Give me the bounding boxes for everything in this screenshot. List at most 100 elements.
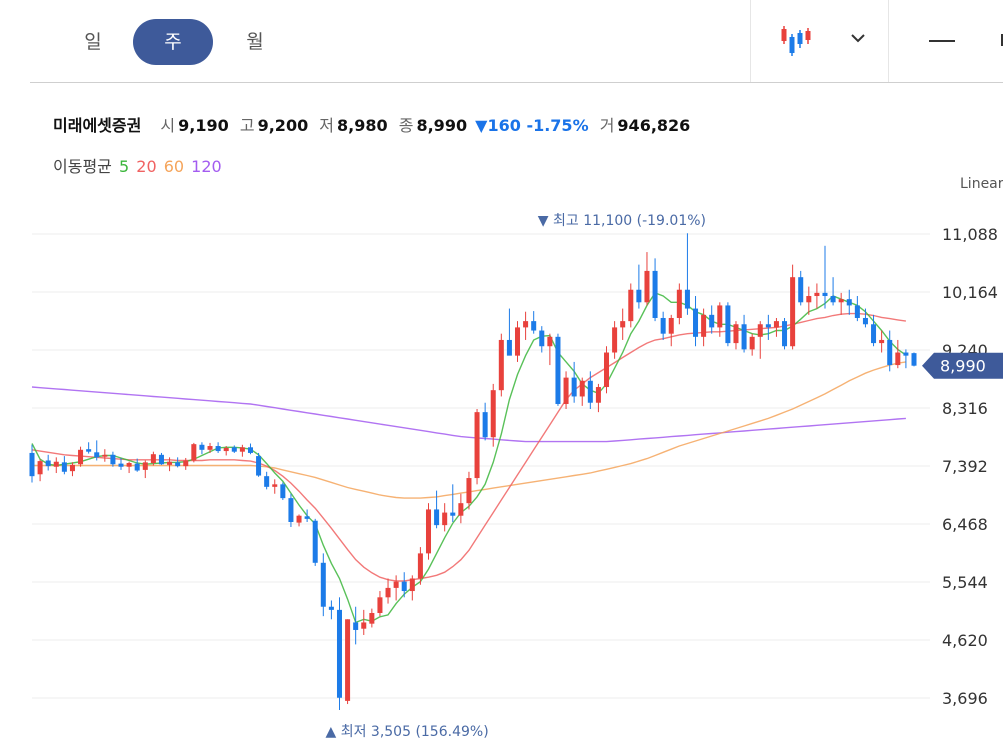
candle-body: [814, 292, 820, 297]
candle-body: [312, 520, 318, 563]
candle-body: [757, 324, 763, 337]
candle-body: [636, 289, 642, 303]
candle-body: [587, 380, 593, 403]
ma-20-line: [31, 312, 907, 582]
ma-5-label[interactable]: 5: [118, 157, 130, 176]
candlestick-icon[interactable]: [780, 24, 820, 58]
open-value: 9,190: [178, 116, 229, 135]
tab-day[interactable]: 일: [84, 31, 102, 53]
tab-month[interactable]: 월: [246, 31, 264, 53]
candle-body: [223, 447, 229, 452]
candle-body: [676, 289, 682, 318]
ma-label: 이동평균: [53, 157, 112, 176]
candle-body: [604, 352, 610, 388]
ma-60-label[interactable]: 60: [163, 157, 185, 176]
candle-body: [733, 324, 739, 344]
candle-body: [668, 317, 674, 334]
scale-mode-label[interactable]: Linear: [960, 176, 1003, 192]
candle-body: [620, 321, 626, 328]
candle-body: [838, 299, 844, 303]
candle-body: [320, 562, 326, 607]
candle-body: [102, 454, 108, 457]
low-value: 8,980: [337, 116, 388, 135]
change-value: ▼160 -1.75%: [475, 116, 589, 135]
candle-body: [256, 456, 262, 476]
open-label: 시: [160, 116, 176, 135]
y-tick-label: 10,164: [942, 283, 998, 302]
candle-body: [336, 609, 342, 698]
low-annotation: ▲ 최저 3,505 (156.49%): [325, 724, 488, 740]
minus-icon[interactable]: [929, 40, 955, 42]
toolbar-divider: [888, 0, 889, 82]
candle-body: [539, 330, 545, 347]
candle-body: [142, 462, 148, 470]
candle-body: [353, 622, 359, 630]
chevron-down-icon[interactable]: [846, 26, 870, 50]
ma-120-label[interactable]: 120: [191, 157, 222, 176]
candle-body: [571, 377, 577, 397]
candle-body: [644, 270, 650, 303]
candle-body: [207, 446, 213, 450]
high-annotation: ▼ 최고 11,100 (-19.01%): [538, 213, 706, 229]
candle-body: [37, 461, 43, 475]
candle-body: [773, 321, 779, 328]
candle-body: [862, 317, 868, 325]
candlestick-chart[interactable]: 11,08810,1649,2408,3167,3926,4685,5444,6…: [0, 190, 1003, 747]
candle-body: [725, 305, 731, 344]
candle-body: [514, 327, 521, 356]
candle-body: [911, 353, 917, 366]
current-price-tag: [922, 352, 1003, 379]
candle-body: [555, 336, 561, 404]
candle-body: [887, 339, 893, 366]
candle-body: [693, 308, 699, 337]
candle-body: [118, 463, 124, 467]
candle-body: [296, 515, 302, 523]
candle-body: [183, 460, 189, 467]
candle-body: [425, 509, 432, 554]
candle-body: [563, 377, 569, 404]
tab-week[interactable]: 주: [133, 19, 213, 65]
candle-body: [579, 380, 585, 397]
candle-body: [523, 321, 529, 328]
candle-body: [264, 476, 270, 487]
candle-body: [361, 622, 367, 629]
candle-body: [45, 460, 51, 467]
candle-body: [191, 444, 197, 461]
candle-body: [879, 339, 885, 344]
candle-body: [741, 324, 747, 350]
candle-body: [474, 412, 480, 479]
candle-body: [854, 305, 860, 318]
candle-body: [466, 478, 472, 504]
candle-body: [288, 498, 294, 522]
candle-body: [458, 503, 464, 516]
candle-body: [61, 462, 67, 472]
candle-body: [409, 578, 415, 592]
candle-body: [871, 324, 877, 344]
toolbar-border: [30, 82, 1003, 83]
candle-body: [175, 462, 181, 467]
candle-body: [199, 444, 205, 450]
candle-body: [377, 597, 383, 614]
volume-value: 946,826: [617, 116, 691, 135]
candle-body: [628, 289, 634, 322]
candle-body: [434, 509, 440, 526]
candle-body: [69, 464, 75, 472]
candle-body: [903, 352, 909, 356]
more-icon[interactable]: [996, 30, 1003, 50]
candle-body: [830, 296, 836, 303]
candle-body: [94, 452, 100, 458]
candle-body: [547, 336, 553, 347]
candle-body: [328, 606, 334, 610]
candle-body: [612, 327, 618, 353]
candle-body: [239, 447, 245, 452]
candle-body: [652, 270, 658, 318]
candle-body: [806, 296, 812, 303]
y-tick-label: 3,696: [942, 689, 988, 708]
candle-body: [158, 454, 164, 465]
candle-body: [134, 463, 140, 471]
candle-body: [709, 314, 715, 328]
candle-body: [110, 454, 116, 465]
ma-20-label[interactable]: 20: [136, 157, 157, 176]
candle-body: [450, 512, 456, 516]
candle-body: [280, 484, 286, 499]
